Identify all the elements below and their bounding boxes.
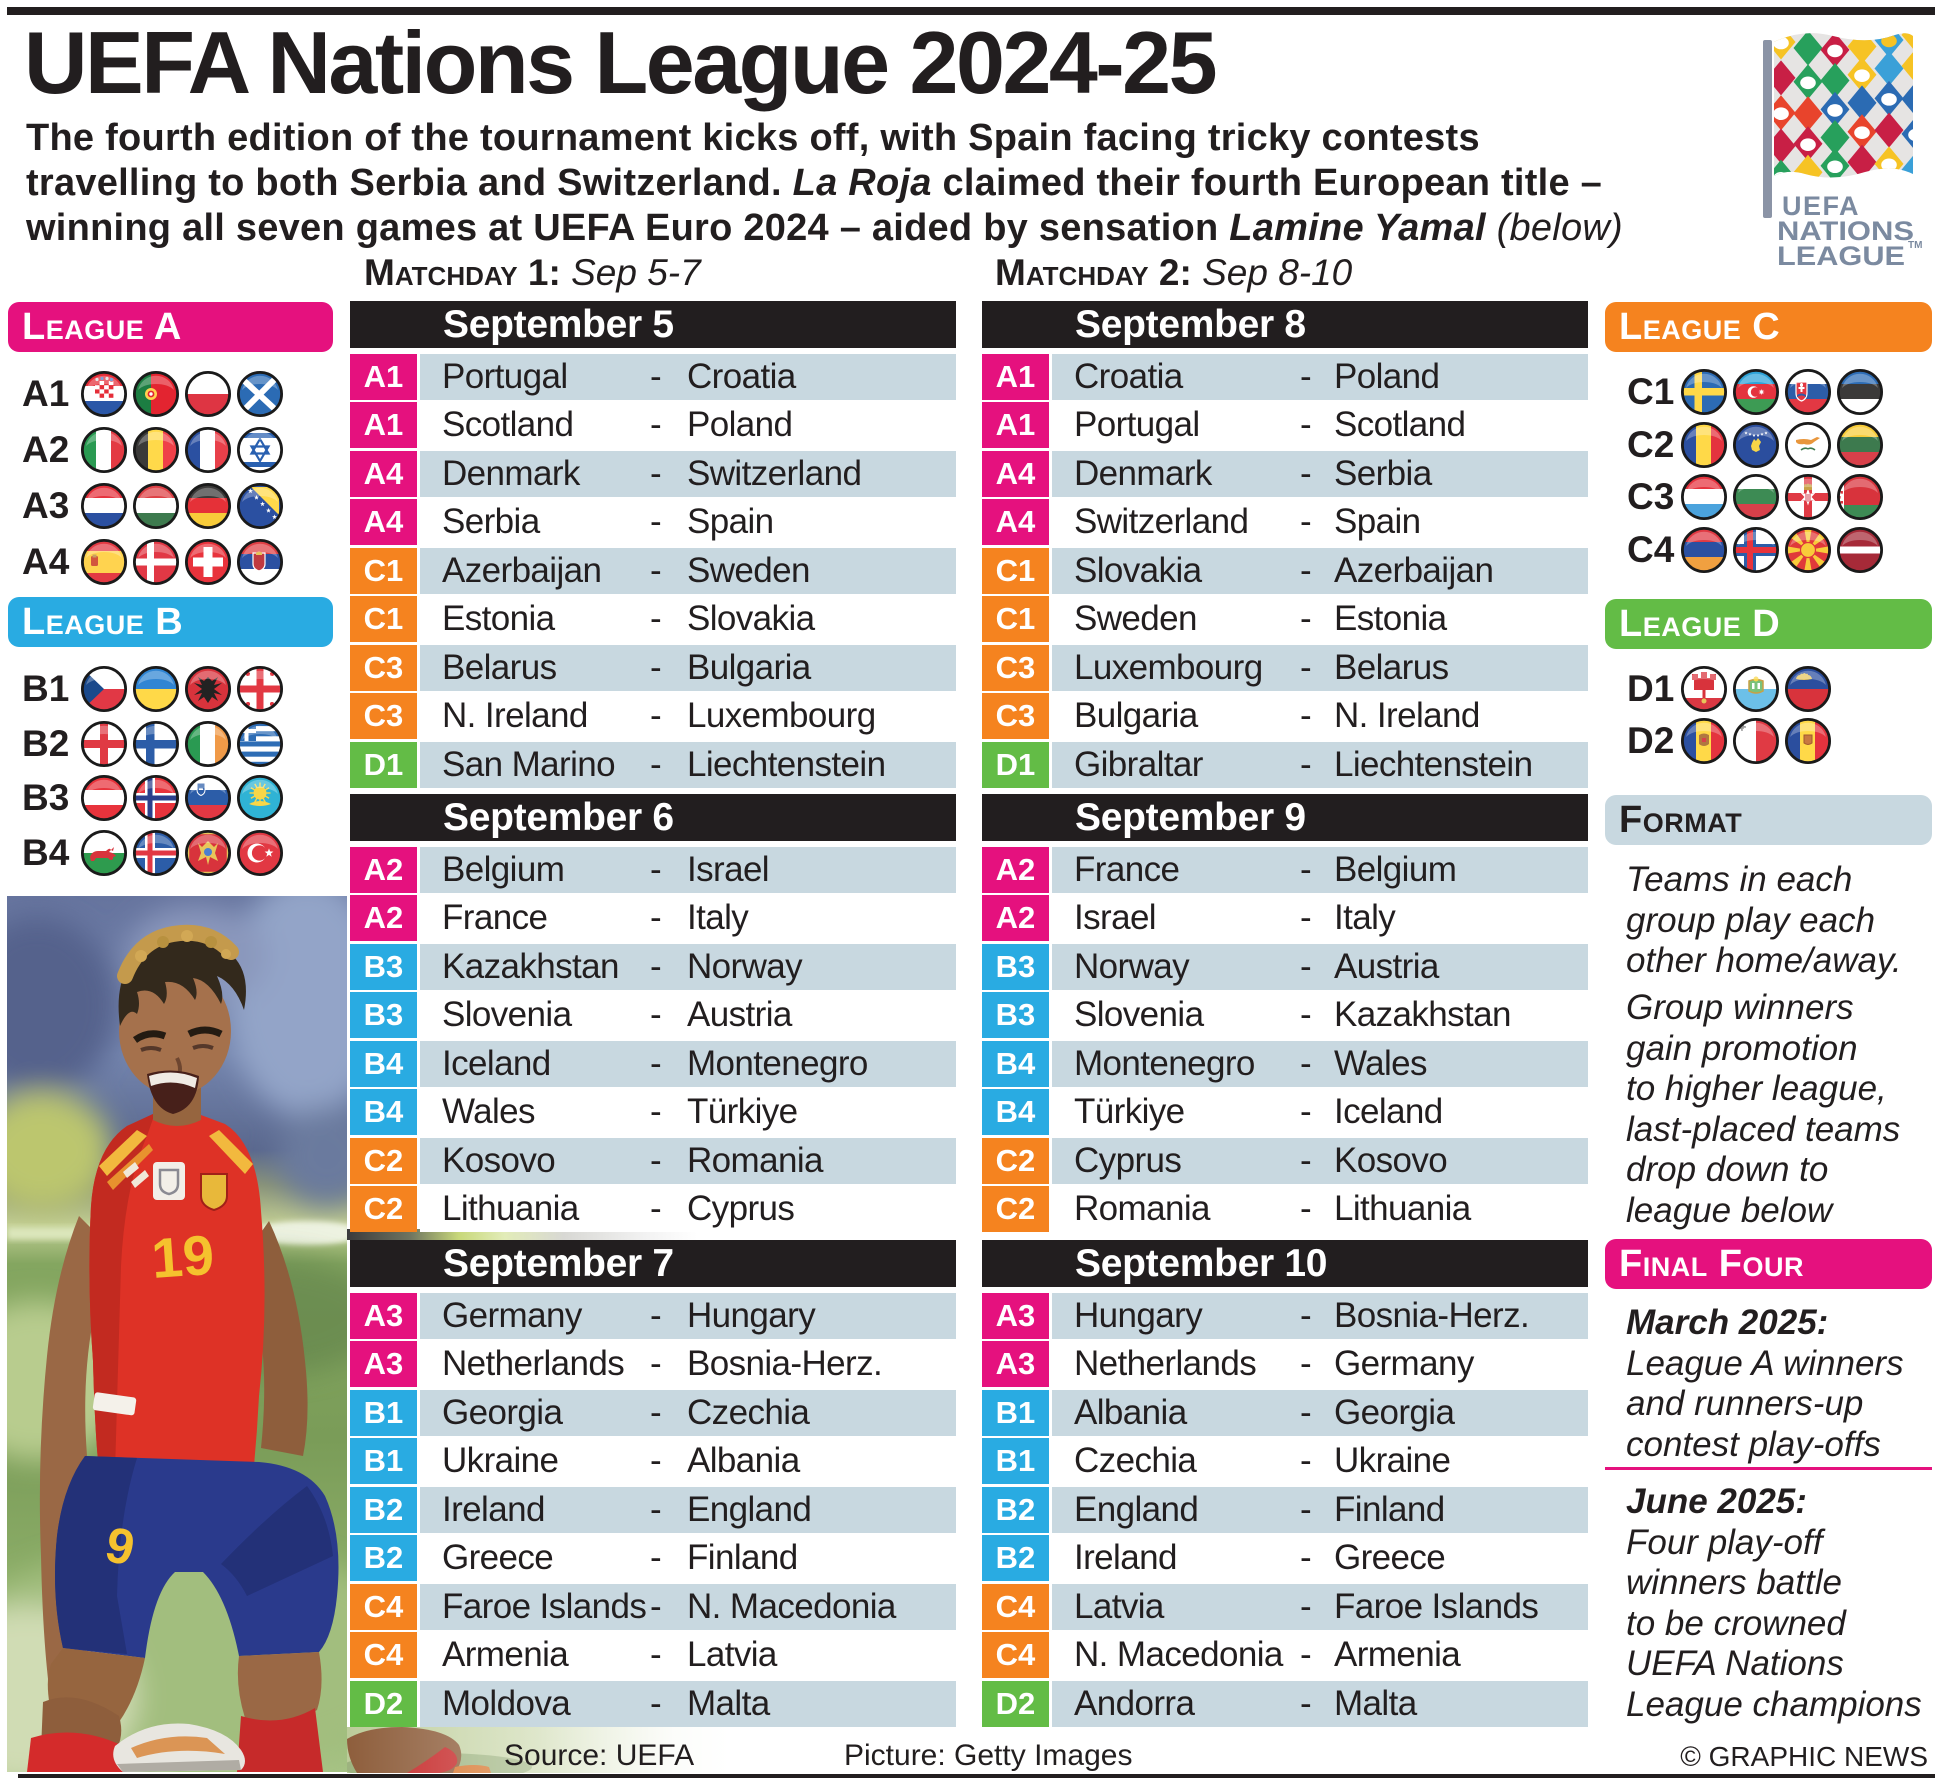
svg-text:19: 19 (149, 1223, 216, 1290)
svg-text:NATIONS: NATIONS (1777, 216, 1914, 246)
svg-text:LEAGUE: LEAGUE (1777, 241, 1905, 271)
svg-text:TM: TM (1908, 240, 1922, 251)
svg-text:UEFA: UEFA (1782, 191, 1860, 221)
